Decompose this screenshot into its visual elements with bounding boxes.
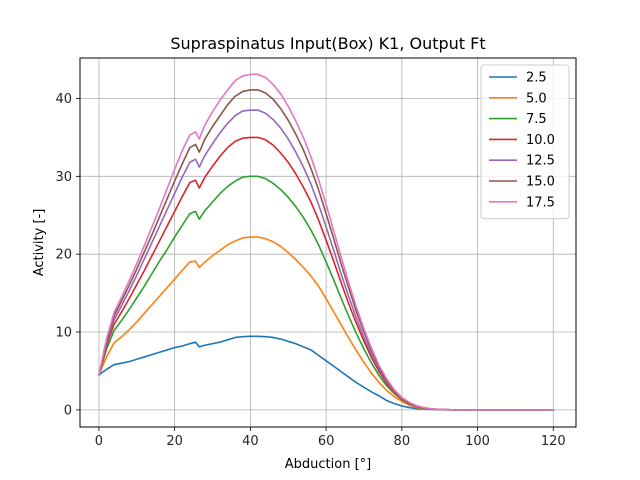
axis-ticks: 0 20 40 60 80 100 120 0 10 20 30 40	[55, 92, 565, 449]
legend-label: 12.5	[526, 154, 555, 169]
plot-area-frame	[79, 57, 577, 428]
legend-label: 2.5	[526, 71, 547, 86]
x-tick-label: 0	[95, 434, 103, 449]
legend: 2.5 5.0 7.5 10.0 12.5 15.0 17.5	[480, 64, 570, 220]
chart-title: Supraspinatus Input(Box) K1, Output Ft	[170, 34, 485, 53]
x-tick-label: 60	[318, 434, 335, 449]
x-tick-label: 80	[394, 434, 411, 449]
legend-label: 15.0	[526, 175, 555, 190]
legend-label: 5.0	[526, 91, 547, 106]
y-axis-label: Activity [-]	[32, 209, 47, 277]
x-tick-label: 20	[166, 434, 183, 449]
series-lines	[97, 73, 555, 411]
y-tick-label: 40	[55, 92, 72, 107]
x-tick-label: 40	[242, 434, 259, 449]
y-tick-label: 20	[55, 248, 72, 263]
y-tick-label: 0	[64, 403, 72, 418]
x-axis-label: Abduction [°]	[285, 457, 371, 472]
legend-label: 7.5	[526, 112, 547, 127]
legend-box	[480, 64, 570, 220]
x-tick-label: 100	[465, 434, 490, 449]
y-tick-label: 10	[55, 326, 72, 341]
x-tick-label: 120	[541, 434, 566, 449]
series-line-17-5	[97, 73, 555, 411]
y-tick-label: 30	[55, 170, 72, 185]
legend-label: 10.0	[526, 133, 555, 148]
legend-label: 17.5	[526, 195, 555, 210]
